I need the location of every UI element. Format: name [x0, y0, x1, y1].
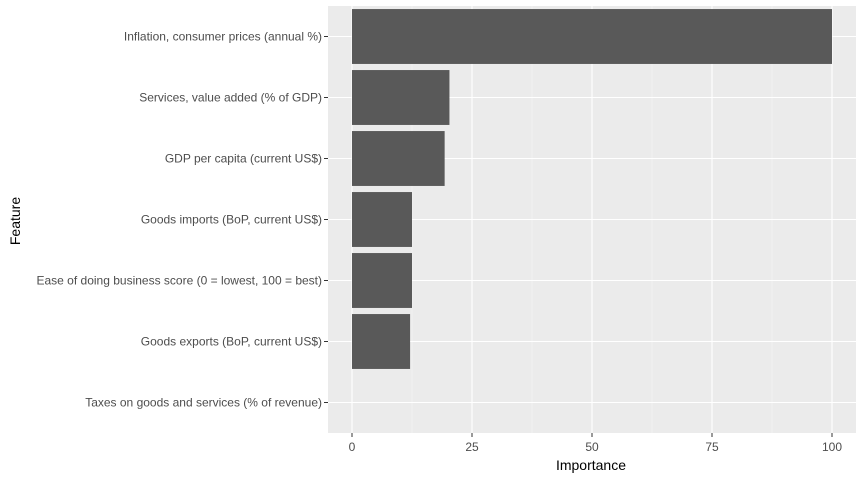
bar: [352, 70, 450, 125]
x-tick-label: 25: [465, 440, 479, 454]
x-tick-label: 75: [705, 440, 719, 454]
y-tick-label: Services, value added (% of GDP): [139, 91, 322, 105]
y-tick-label: GDP per capita (current US$): [165, 152, 322, 166]
x-tick-label: 0: [349, 440, 356, 454]
y-tick-label: Goods imports (BoP, current US$): [141, 213, 322, 227]
bar: [352, 192, 412, 247]
bar: [352, 314, 411, 369]
x-tick-layer: 0 25 50 75 100: [349, 433, 842, 454]
y-axis-title: Feature: [7, 197, 23, 245]
x-axis-title: Importance: [556, 457, 626, 473]
x-tick-label: 50: [585, 440, 599, 454]
y-tick-label: Taxes on goods and services (% of revenu…: [85, 396, 322, 410]
bar: [352, 253, 412, 308]
y-tick-label: Inflation, consumer prices (annual %): [124, 30, 322, 44]
y-tick-layer: Inflation, consumer prices (annual %) Ser…: [37, 30, 328, 410]
bar-layer: [352, 9, 832, 369]
bar: [352, 9, 832, 64]
bar: [352, 131, 445, 186]
y-tick-label: Goods exports (BoP, current US$): [141, 335, 322, 349]
x-tick-label: 100: [822, 440, 842, 454]
y-tick-label: Ease of doing business score (0 = lowest…: [37, 274, 323, 288]
